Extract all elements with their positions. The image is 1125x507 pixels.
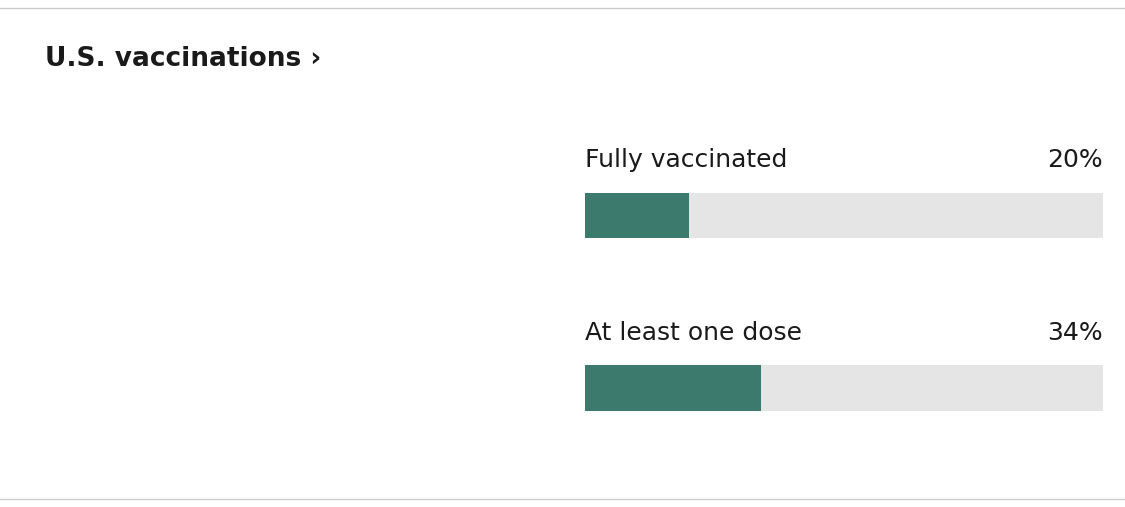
Text: 34%: 34%: [1047, 321, 1102, 345]
Text: Fully vaccinated: Fully vaccinated: [585, 149, 788, 172]
Text: 20%: 20%: [1047, 149, 1102, 172]
FancyBboxPatch shape: [585, 365, 760, 411]
Text: At least one dose: At least one dose: [585, 321, 802, 345]
FancyBboxPatch shape: [585, 193, 688, 238]
Text: U.S. vaccinations ›: U.S. vaccinations ›: [45, 46, 322, 71]
FancyBboxPatch shape: [585, 193, 1102, 238]
FancyBboxPatch shape: [585, 365, 1102, 411]
